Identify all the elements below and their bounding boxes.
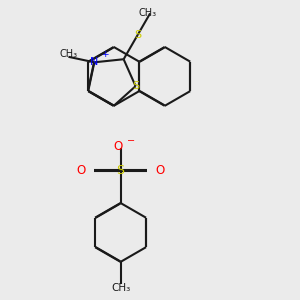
Text: CH₃: CH₃ (138, 8, 156, 18)
Text: CH₃: CH₃ (59, 49, 77, 59)
Text: N: N (90, 57, 98, 67)
Text: S: S (134, 30, 141, 40)
Text: S: S (132, 81, 139, 91)
Text: O: O (113, 140, 122, 153)
Text: S: S (117, 164, 124, 177)
Text: +: + (101, 50, 108, 59)
Text: −: − (127, 136, 135, 146)
Text: O: O (156, 164, 165, 177)
Text: O: O (76, 164, 86, 177)
Text: CH₃: CH₃ (111, 284, 130, 293)
